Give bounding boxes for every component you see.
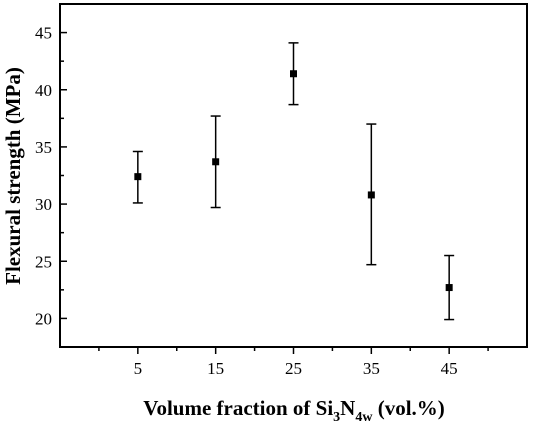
data-point (212, 158, 220, 166)
error-bars (132, 42, 455, 321)
data-point (367, 191, 375, 199)
y-tick-label: 25 (35, 252, 52, 271)
x-axis-title-subscript: 4w (355, 410, 373, 423)
y-axis-title: Flexural strength (MPa) (1, 67, 25, 285)
x-tick-label: 45 (441, 359, 458, 378)
x-axis-title-subscript: 3 (333, 410, 340, 423)
data-point (445, 284, 453, 292)
data-point (290, 70, 297, 78)
y-tick-label: 20 (35, 309, 52, 328)
axis-tick-labels: 20 25 30 35 40 45 5 15 25 35 45 (35, 24, 458, 378)
x-axis-title: Volume fraction of Si3N4w (vol.%) (143, 396, 445, 423)
y-tick-label: 40 (35, 81, 52, 100)
x-tick-label: 35 (363, 359, 380, 378)
y-tick-label: 45 (35, 24, 52, 43)
axis-ticks (60, 31, 489, 354)
y-tick-label: 35 (35, 138, 52, 157)
x-axis-title-part: (vol.%) (372, 396, 444, 420)
x-tick-label: 5 (134, 359, 143, 378)
y-tick-label: 30 (35, 195, 52, 214)
x-axis-title-part: N (340, 396, 355, 420)
x-axis-title-part: Volume fraction of Si (143, 396, 333, 420)
x-tick-label: 25 (285, 359, 302, 378)
data-points (134, 70, 453, 292)
data-point (134, 173, 142, 181)
x-tick-label: 15 (207, 359, 224, 378)
